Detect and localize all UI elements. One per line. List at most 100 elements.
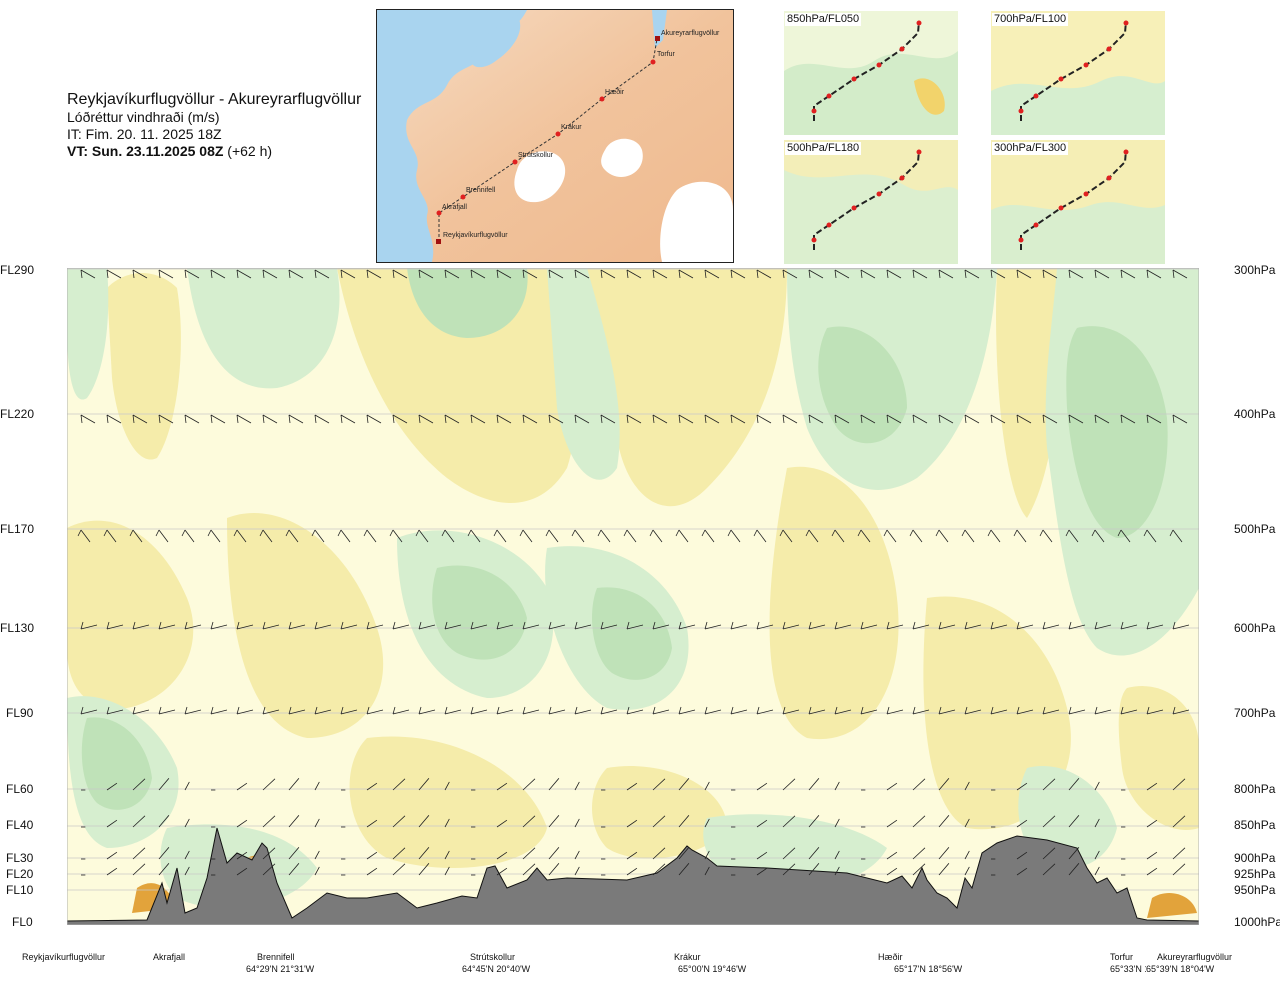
wind-barb [574,414,590,424]
pa-label-925: 925hPa [1234,867,1276,881]
wind-barb [1117,529,1131,543]
wind-barb [1172,414,1188,424]
wind-barb [77,529,91,543]
wind-barb [704,269,720,279]
fl-label-fl20: FL20 [6,867,34,881]
waypoint-haedir: Hæðir 65°17'N 18°56'W [878,951,962,975]
panel-500hpa-label: 500hPa/FL180 [785,142,862,155]
wind-barb [626,706,644,715]
wind-barb [574,866,580,876]
wind-barb [779,529,793,543]
wind-barb [652,269,668,279]
wind-barb [470,269,486,279]
wind-barb [626,819,638,828]
wind-barb [158,706,176,715]
map-label-brennifell: Brennifell [466,187,496,194]
wind-barb [132,621,150,630]
wind-barb [990,621,1008,630]
wind-barb [314,621,332,630]
wind-barb [678,778,690,791]
fl-label-fl90: FL90 [6,706,34,720]
wind-barb [285,529,299,543]
wind-barb [236,621,254,630]
wind-barb [262,414,278,424]
wind-barb [1042,863,1056,876]
wind-barb [1120,414,1136,424]
wind-barb [938,778,950,791]
wind-barb [392,706,410,715]
wind-barb [1016,867,1028,876]
wind-barb [1042,269,1058,279]
wind-barb [1068,621,1086,630]
wind-barb [600,414,616,424]
wind-barb [808,778,820,791]
wind-barb [467,529,481,543]
pa-label-500: 500hPa [1234,522,1276,536]
wind-barb [990,706,1008,715]
wind-barb [288,621,306,630]
route-title: Reykjavíkurflugvöllur - Akureyrarflugvöl… [67,91,362,108]
pa-label-950: 950hPa [1234,883,1276,897]
wind-barb [548,269,564,279]
wind-barb [548,815,560,828]
wind-barb [522,706,540,715]
wind-barb [548,706,566,715]
wind-barb [184,706,202,715]
wind-barb [262,778,276,791]
wind-barb [522,414,538,424]
wind-barb [808,706,826,715]
sink-regions [67,268,1199,868]
wind-barb [366,621,384,630]
wind-barb [288,863,300,876]
wind-barb [782,414,798,424]
wind-barb [236,269,252,279]
wind-barb [418,414,434,424]
wind-barb [366,414,382,424]
wind-barb [990,414,1006,424]
pa-label-1000: 1000hPa [1234,915,1280,929]
panel-700hpa: 700hPa/FL100 [991,11,1165,135]
wind-barb [236,706,254,715]
issue-time: IT: Fim. 20. 11. 2025 18Z [67,126,222,142]
chart-subtitle: Lóðréttur vindhraði (m/s) [67,109,220,125]
waypoint-akrafjall: Akrafjall [153,951,185,963]
pa-label-300: 300hPa [1234,263,1276,277]
wind-barb [886,782,898,791]
wind-barb [1091,529,1105,543]
wind-barb [207,529,221,543]
wind-barb [496,851,508,860]
wind-barb [493,529,507,543]
waypoint-akureyri: Akureyrarflugvöllur [1157,951,1232,963]
waypoint-krakur-coord: 65°00'N 19°46'W [678,964,747,974]
wind-barb [106,819,118,828]
wind-barb [623,529,637,543]
wind-barb [496,867,508,876]
wind-barb [340,269,356,279]
panel-300hpa-map [991,140,1165,264]
waypoint-akureyri-coord: 65°39'N 18°04'W [1146,964,1215,974]
terrain-profile [67,827,1199,925]
route-waypoints [436,36,660,244]
wind-barb [366,782,378,791]
wind-barb [288,414,304,424]
wind-barb [314,781,320,791]
map-label-akrafjall: Akrafjall [442,204,467,211]
wind-barb [1016,621,1034,630]
fl-label-fl290: FL290 [0,263,35,277]
wind-barb [80,414,96,424]
wind-barb [756,851,768,860]
wind-barb [496,819,508,828]
waypoint-haedir-name: Hæðir [878,952,903,962]
wind-barb [1094,850,1100,860]
wind-barb [964,706,982,715]
wind-barb [1146,621,1164,630]
wind-barb [574,706,592,715]
fl-label-fl170: FL170 [0,522,35,536]
wind-barb [834,850,840,860]
wind-barb [106,621,124,630]
wind-barb [184,414,200,424]
wind-barb [834,781,840,791]
wind-barb [392,847,406,860]
wind-barb [184,621,202,630]
wind-barb [808,847,820,860]
